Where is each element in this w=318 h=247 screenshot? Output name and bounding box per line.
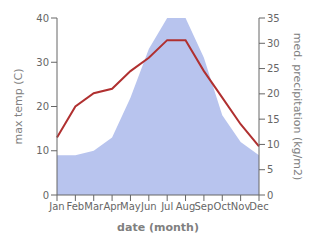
svg-text:5: 5 <box>267 164 273 175</box>
svg-text:date (month): date (month) <box>117 221 199 234</box>
svg-text:25: 25 <box>267 63 280 74</box>
svg-text:Nov: Nov <box>231 201 251 212</box>
svg-text:med. precipitation (kg/m2): med. precipitation (kg/m2) <box>291 33 304 181</box>
svg-text:20: 20 <box>36 101 49 112</box>
svg-text:May: May <box>120 201 141 212</box>
svg-text:30: 30 <box>36 57 49 68</box>
svg-text:max temp (C): max temp (C) <box>12 68 25 144</box>
svg-text:Jan: Jan <box>48 201 64 212</box>
svg-text:Mar: Mar <box>84 201 104 212</box>
svg-text:35: 35 <box>267 13 280 24</box>
svg-text:10: 10 <box>36 145 49 156</box>
svg-text:Sep: Sep <box>194 201 213 212</box>
svg-text:20: 20 <box>267 88 280 99</box>
svg-text:Dec: Dec <box>249 201 268 212</box>
svg-text:Apr: Apr <box>103 201 121 212</box>
svg-text:0: 0 <box>43 190 49 201</box>
svg-text:30: 30 <box>267 38 280 49</box>
svg-text:Oct: Oct <box>214 201 231 212</box>
svg-text:15: 15 <box>267 114 280 125</box>
svg-text:40: 40 <box>36 13 49 24</box>
svg-text:Jul: Jul <box>160 201 173 212</box>
svg-text:Jun: Jun <box>140 201 157 212</box>
svg-text:Aug: Aug <box>176 201 196 212</box>
svg-text:Feb: Feb <box>67 201 85 212</box>
svg-text:0: 0 <box>267 190 273 201</box>
svg-text:10: 10 <box>267 139 280 150</box>
